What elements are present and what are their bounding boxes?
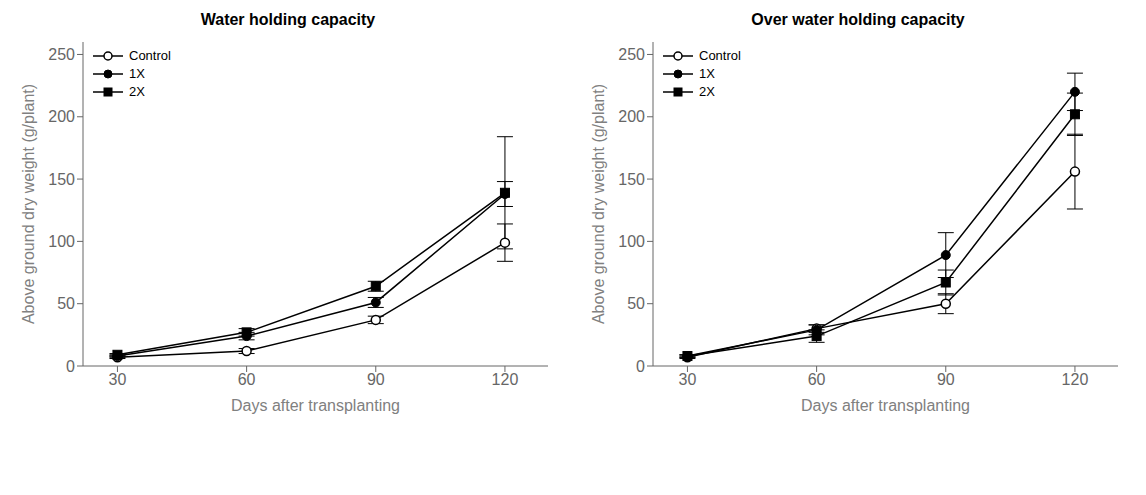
html-text:2X: 2X [699, 84, 715, 99]
html-text:Water holding capacity: Water holding capacity [200, 11, 376, 28]
svg-text:90: 90 [937, 371, 955, 388]
svg-text:250: 250 [618, 46, 645, 63]
svg-text:150: 150 [48, 171, 75, 188]
html-text:1X: 1X [699, 66, 715, 81]
svg-text:60: 60 [808, 371, 826, 388]
svg-text:Days after transplanting: Days after transplanting [801, 397, 970, 414]
svg-text:150: 150 [618, 171, 645, 188]
svg-text:200: 200 [48, 108, 75, 125]
html-text:Control: Control [699, 48, 741, 63]
html-text:1X: 1X [129, 66, 145, 81]
html-text:2X: 2X [129, 84, 145, 99]
svg-text:0: 0 [636, 358, 645, 375]
svg-text:200: 200 [618, 108, 645, 125]
svg-text:120: 120 [1062, 371, 1089, 388]
svg-text:Above ground dry weight (g/pla: Above ground dry weight (g/plant) [590, 84, 607, 324]
html-text:Over water holding capacity: Over water holding capacity [751, 11, 965, 28]
svg-text:30: 30 [679, 371, 697, 388]
svg-text:60: 60 [238, 371, 256, 388]
svg-text:120: 120 [492, 371, 519, 388]
html-text:Control: Control [129, 48, 171, 63]
svg-text:Above ground dry weight (g/pla: Above ground dry weight (g/plant) [20, 84, 37, 324]
svg-text:250: 250 [48, 46, 75, 63]
svg-text:30: 30 [109, 371, 127, 388]
svg-text:0: 0 [66, 358, 75, 375]
svg-text:50: 50 [627, 295, 645, 312]
svg-text:100: 100 [48, 233, 75, 250]
svg-text:Days after transplanting: Days after transplanting [231, 397, 400, 414]
svg-text:50: 50 [57, 295, 75, 312]
svg-text:100: 100 [618, 233, 645, 250]
svg-text:90: 90 [367, 371, 385, 388]
